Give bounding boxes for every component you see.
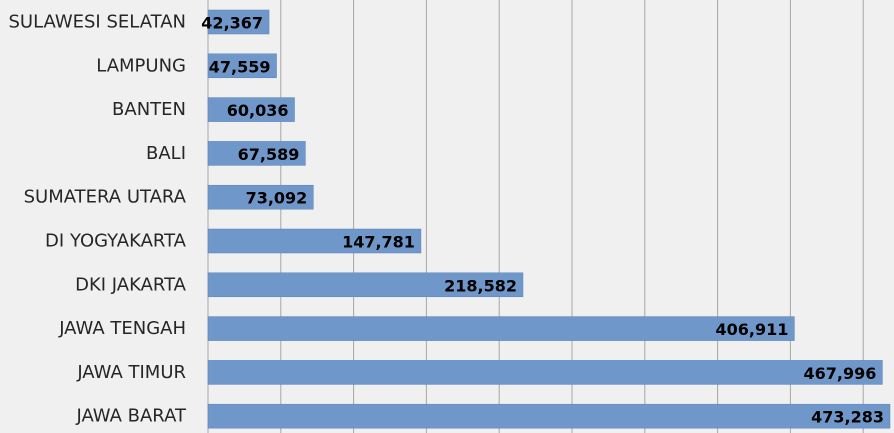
bar [207,360,883,385]
bar [207,403,891,429]
category-label: BANTEN [112,99,186,120]
data-label: 147,781 [342,233,415,252]
bar [207,53,277,79]
category-label: JAWA TENGAH [58,318,186,339]
category-label: DI YOGYAKARTA [45,231,187,252]
bar [207,97,295,122]
category-label: JAWA BARAT [75,406,187,427]
bar [207,272,524,298]
data-label: 42,367 [201,14,263,33]
category-label: JAWA TIMUR [76,362,186,383]
data-labels: 42,367 47,559 60,036 67,589 73,092 147,781 218… [201,14,884,427]
data-label: 60,036 [227,101,289,120]
category-label: LAMPUNG [96,55,186,76]
category-labels: SULAWESI SELATAN LAMPUNG BANTEN BALI SUMATER… [8,12,187,427]
bar [207,316,795,341]
category-label: DKI JAKARTA [75,274,187,295]
data-label: 67,589 [238,145,300,164]
bar [207,9,270,35]
bar [207,141,306,166]
category-label: SUMATERA UTARA [24,187,187,208]
bars [207,9,891,429]
data-label: 218,582 [444,276,517,295]
data-label: 467,996 [804,364,877,383]
category-label: SULAWESI SELATAN [8,12,186,33]
bar [207,184,314,210]
data-label: 406,911 [715,320,788,339]
category-label: BALI [146,143,186,164]
bar [207,228,422,254]
data-label: 73,092 [246,189,308,208]
data-label: 47,559 [209,57,271,76]
data-label: 473,283 [811,408,884,427]
